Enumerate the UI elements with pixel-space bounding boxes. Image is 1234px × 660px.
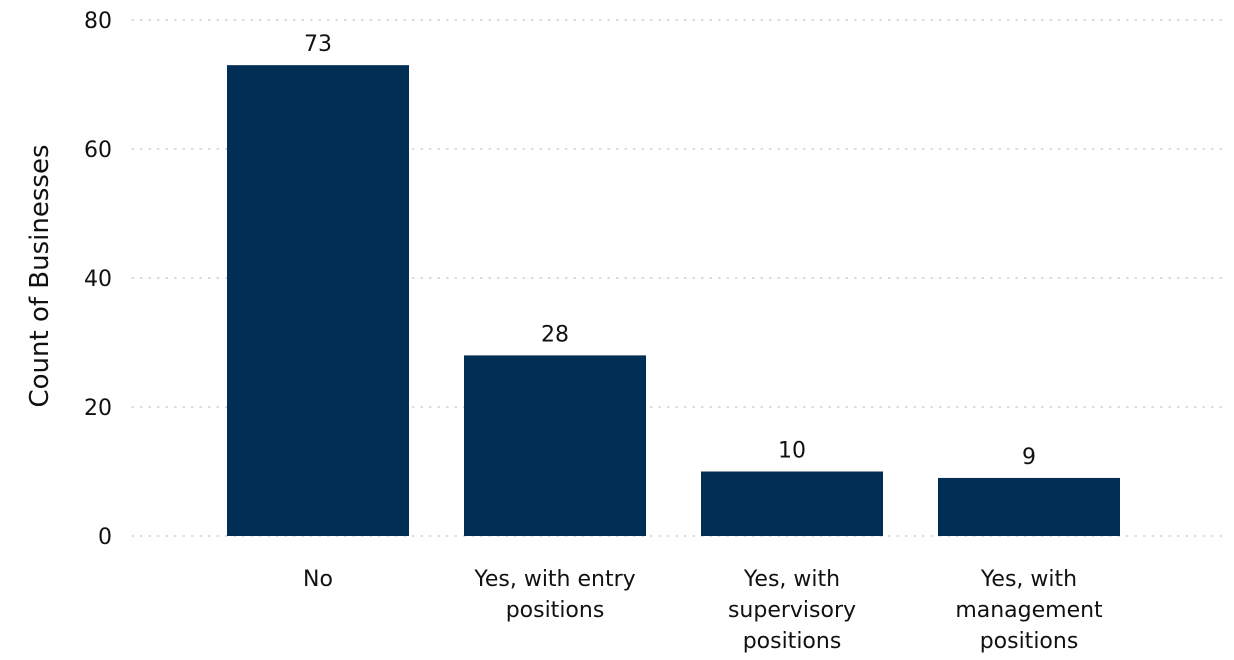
x-axis-categories: No Yes, with entry positions Yes, with super… xyxy=(303,567,1103,654)
x-category-label-line: Yes, with xyxy=(743,567,840,592)
x-category-label: Yes, with entry positions xyxy=(473,567,635,623)
x-category-label: Yes, with management positions xyxy=(955,567,1103,654)
x-category-label-line: supervisory xyxy=(728,598,856,623)
x-category-label-line: positions xyxy=(506,598,605,623)
x-category-label-line: Yes, with xyxy=(980,567,1077,592)
data-label: 10 xyxy=(778,439,806,464)
gridlines xyxy=(131,19,1223,537)
bar xyxy=(227,65,409,537)
data-labels: 73 28 10 9 xyxy=(304,32,1036,470)
bars xyxy=(227,65,1120,537)
x-category-label-line: No xyxy=(303,567,333,592)
bar xyxy=(938,477,1120,536)
data-label: 28 xyxy=(541,322,569,347)
bar xyxy=(464,355,646,536)
x-category-label-line: management xyxy=(955,598,1103,623)
data-label: 9 xyxy=(1022,445,1036,470)
y-tick-label: 80 xyxy=(84,9,112,34)
x-category-label-line: positions xyxy=(980,629,1079,654)
x-category-label: Yes, with supervisory positions xyxy=(728,567,856,654)
y-axis-ticks: 0 20 40 60 80 xyxy=(84,9,112,550)
y-axis-title: Count of Businesses xyxy=(25,145,55,408)
bar xyxy=(701,471,883,536)
x-category-label-line: positions xyxy=(743,629,842,654)
y-tick-label: 40 xyxy=(84,267,112,292)
x-category-label-line: Yes, with entry xyxy=(473,567,635,592)
y-tick-label: 60 xyxy=(84,138,112,163)
y-tick-label: 0 xyxy=(98,525,112,550)
data-label: 73 xyxy=(304,32,332,57)
x-category-label: No xyxy=(303,567,333,592)
y-tick-label: 20 xyxy=(84,396,112,421)
